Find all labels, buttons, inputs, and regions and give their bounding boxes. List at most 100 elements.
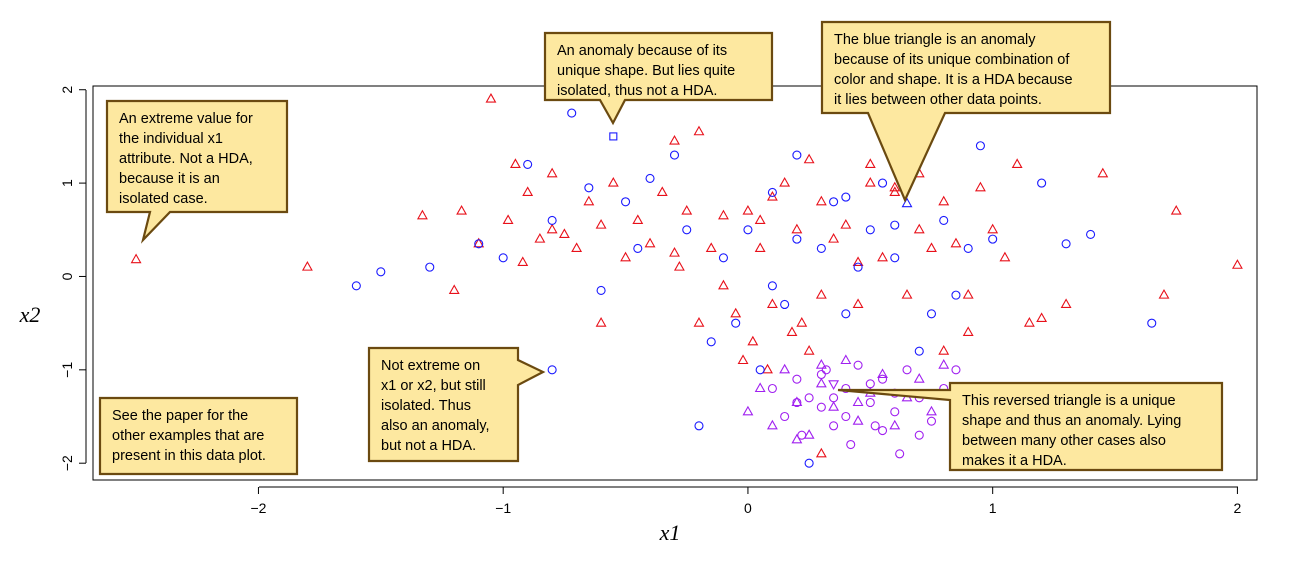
point	[962, 326, 974, 337]
point	[791, 396, 803, 407]
point	[754, 382, 766, 393]
callout-text: isolated case.	[119, 191, 208, 207]
point	[762, 363, 773, 374]
callout-text: This reversed triangle is a unique	[962, 393, 1176, 409]
point	[926, 309, 937, 319]
point	[840, 218, 852, 229]
point	[1061, 239, 1071, 249]
point	[852, 396, 864, 407]
point	[767, 383, 777, 394]
point	[546, 167, 558, 178]
point	[742, 405, 754, 416]
point	[547, 365, 557, 375]
point	[620, 251, 632, 262]
callout-text: also an anomaly,	[381, 418, 490, 434]
point	[546, 223, 558, 234]
point	[682, 225, 692, 235]
callout-text: An anomaly because of its	[557, 43, 727, 59]
point	[938, 345, 950, 355]
point	[890, 253, 900, 263]
point	[673, 261, 685, 271]
callout-text: unique shape. But lies quite	[557, 63, 735, 79]
point	[130, 253, 142, 264]
callout-text: Not extreme on	[381, 358, 480, 374]
y-tick-label: 0	[59, 272, 75, 280]
point	[1060, 298, 1072, 309]
callout-text: because of its unique combination of	[834, 52, 1070, 68]
point	[829, 197, 839, 207]
point	[913, 373, 925, 383]
point	[877, 425, 888, 436]
callout-text: The blue triangle is an anomaly	[834, 32, 1036, 48]
callout-text: but not a HDA.	[381, 438, 476, 454]
point	[644, 237, 656, 248]
point	[609, 132, 618, 141]
point	[816, 369, 826, 380]
point	[754, 214, 766, 224]
callout-text: shape and thus an anomaly. Lying	[962, 413, 1181, 429]
point	[547, 215, 557, 225]
point	[376, 267, 386, 277]
callout-text: it lies between other data points.	[834, 92, 1042, 108]
point	[1231, 259, 1243, 269]
point	[829, 421, 839, 431]
point	[846, 439, 856, 450]
callout-text: present in this data plot.	[112, 448, 266, 464]
point	[895, 449, 905, 459]
point	[803, 429, 815, 439]
point	[865, 397, 875, 408]
point	[963, 243, 973, 254]
callout-text: because it is an	[119, 171, 220, 187]
point	[853, 360, 863, 370]
point	[901, 197, 913, 208]
point	[567, 108, 577, 118]
point	[425, 262, 435, 272]
point	[583, 195, 595, 206]
point	[416, 209, 428, 220]
callout-text: An extreme value for	[119, 111, 253, 127]
point	[792, 150, 802, 160]
callout-text: other examples that are	[112, 428, 264, 444]
callout-text: See the paper for the	[112, 408, 248, 424]
point	[902, 365, 912, 375]
point	[474, 239, 484, 249]
point	[669, 247, 680, 257]
point	[779, 363, 791, 374]
point	[743, 225, 753, 235]
point	[815, 195, 827, 206]
point	[877, 251, 888, 262]
point	[645, 173, 655, 183]
point	[509, 158, 521, 168]
point	[865, 379, 875, 389]
point	[656, 186, 668, 196]
point	[596, 285, 606, 296]
point	[841, 383, 851, 394]
point	[1037, 178, 1047, 188]
x-tick-label: −1	[495, 500, 511, 516]
point	[901, 289, 913, 299]
point	[803, 153, 815, 164]
point	[633, 243, 643, 254]
point	[705, 242, 717, 253]
point	[742, 204, 754, 215]
point	[448, 284, 460, 295]
point	[829, 393, 839, 403]
point	[815, 377, 827, 388]
point	[498, 253, 508, 263]
point	[718, 279, 729, 290]
point	[779, 176, 791, 187]
point	[877, 368, 888, 379]
point	[840, 354, 852, 365]
point	[821, 365, 831, 375]
point	[747, 335, 759, 346]
point	[669, 134, 680, 145]
point	[926, 405, 937, 416]
point	[870, 421, 880, 431]
point	[962, 289, 974, 299]
point	[815, 289, 827, 299]
point	[889, 181, 901, 192]
point	[841, 309, 851, 319]
callout-text: attribute. Not a HDA,	[119, 151, 253, 167]
point	[534, 232, 546, 243]
point	[502, 214, 514, 224]
